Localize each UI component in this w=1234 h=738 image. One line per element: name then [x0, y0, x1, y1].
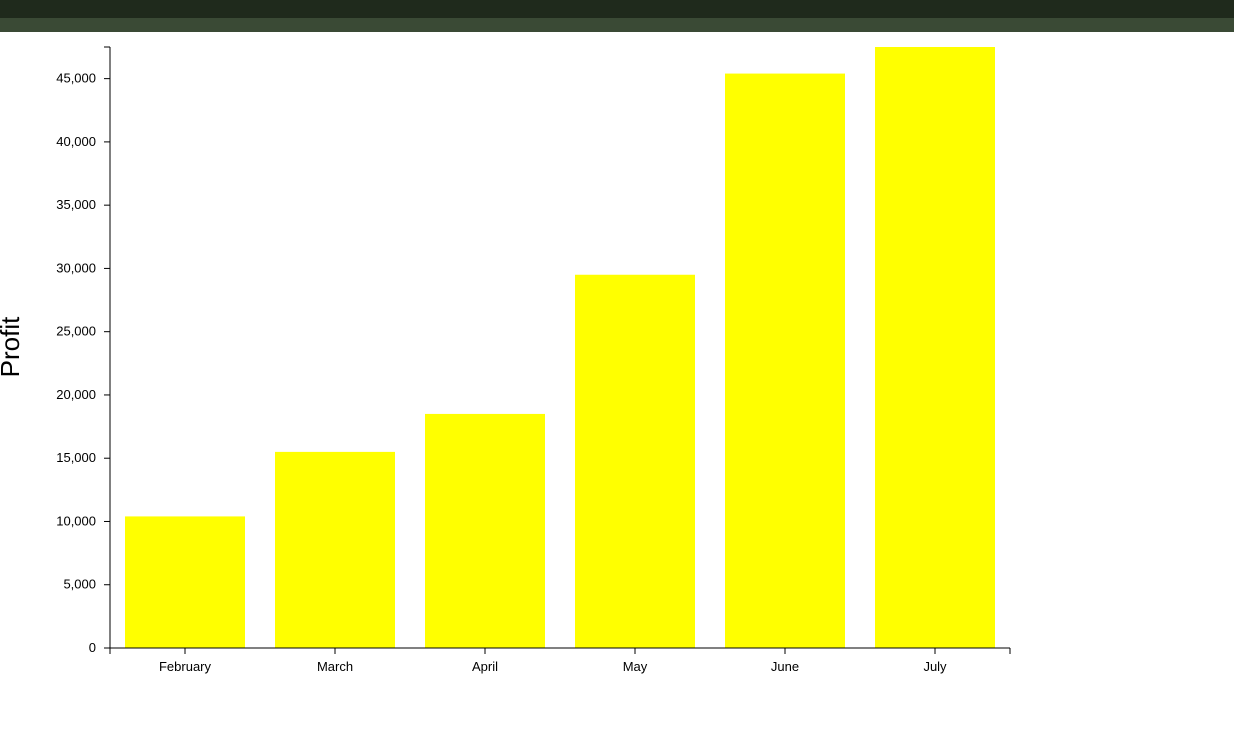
y-tick-label: 15,000: [56, 450, 96, 465]
bar-june: [725, 73, 845, 648]
bar-july: [875, 47, 995, 648]
x-axis: February March April May June July: [109, 647, 1011, 674]
bar-february: [125, 516, 245, 648]
bar-april: [425, 413, 545, 648]
x-tick-label: July: [923, 659, 947, 674]
y-axis: 0 5,000 10,000 15,000 20,000 25,000 30,000 35,0…: [56, 46, 111, 655]
x-tick-label: May: [623, 659, 648, 674]
x-tick-label: February: [159, 659, 212, 674]
bars-group: [125, 47, 995, 648]
y-tick-label: 30,000: [56, 260, 96, 275]
y-tick-label: 25,000: [56, 324, 96, 339]
top-bar: [0, 0, 1234, 32]
x-tick-label: March: [317, 659, 353, 674]
x-tick-label: April: [472, 659, 498, 674]
y-tick-label: 35,000: [56, 197, 96, 212]
x-tick-label: June: [771, 659, 799, 674]
y-tick-label: 10,000: [56, 513, 96, 528]
y-tick-label: 40,000: [56, 134, 96, 149]
y-tick-label: 0: [89, 640, 96, 655]
top-bar-strip: [0, 18, 1234, 32]
y-tick-label: 5,000: [63, 577, 96, 592]
bar-may: [575, 274, 695, 648]
y-axis-label: Profit: [0, 316, 25, 377]
y-tick-label: 45,000: [56, 71, 96, 86]
bar-march: [275, 451, 395, 648]
y-tick-label: 20,000: [56, 387, 96, 402]
